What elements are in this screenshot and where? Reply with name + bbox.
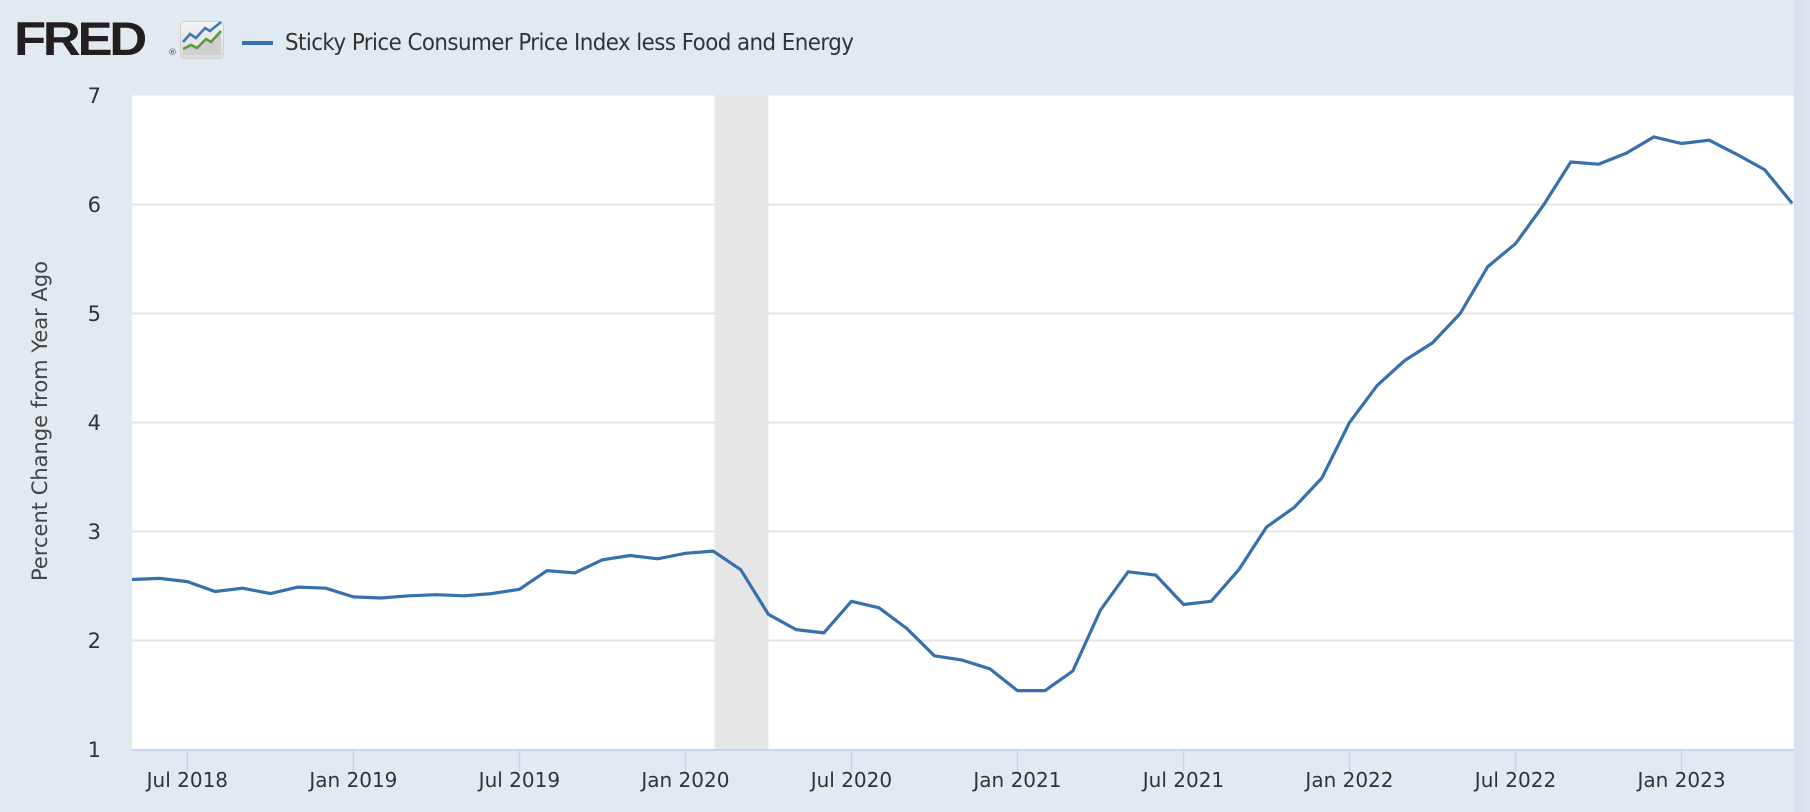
data-point	[684, 552, 687, 555]
data-point	[767, 613, 770, 616]
x-tick-label: Jul 2020	[809, 768, 892, 792]
data-point	[1597, 163, 1600, 166]
data-point	[407, 594, 410, 597]
x-tick-label: Jan 2021	[971, 768, 1061, 792]
data-point	[601, 558, 604, 561]
y-tick-label: 7	[88, 84, 101, 108]
data-point	[1348, 421, 1351, 424]
data-point	[1625, 152, 1628, 155]
data-point	[1016, 689, 1019, 692]
data-point	[1403, 359, 1406, 362]
series-line	[131, 135, 1794, 693]
data-point	[933, 654, 936, 657]
data-point	[1542, 204, 1545, 207]
data-point	[905, 627, 908, 630]
data-point	[988, 667, 991, 670]
data-point	[961, 659, 964, 662]
data-point	[131, 578, 134, 581]
fred-logo[interactable]: FRED	[14, 12, 147, 65]
data-point	[1514, 242, 1517, 245]
data-point	[1763, 168, 1766, 171]
y-tick-label: 3	[88, 520, 101, 544]
y-tick-label: 6	[88, 193, 101, 217]
data-point	[1431, 341, 1434, 344]
data-point	[380, 596, 383, 599]
data-point	[214, 590, 217, 593]
data-point	[795, 628, 798, 631]
x-tick-label: Jan 2022	[1303, 768, 1393, 792]
data-point	[1320, 477, 1323, 480]
data-point	[1127, 570, 1130, 573]
x-tick-label: Jul 2019	[477, 768, 560, 792]
right-edge-shadow	[1794, 0, 1810, 812]
series-group	[131, 135, 1794, 693]
x-tick-label: Jan 2020	[639, 768, 729, 792]
data-point	[518, 588, 521, 591]
data-point	[1154, 574, 1157, 577]
y-tick-label: 5	[88, 302, 101, 326]
data-point	[1680, 142, 1683, 145]
y-tick-label: 1	[88, 738, 101, 762]
logo-text: FRED	[14, 12, 147, 65]
data-point	[739, 568, 742, 571]
data-point	[1099, 608, 1102, 611]
data-point	[1791, 202, 1794, 205]
x-tick-label: Jan 2019	[307, 768, 397, 792]
x-tick-label: Jan 2023	[1635, 768, 1725, 792]
data-point	[546, 569, 549, 572]
data-point	[1210, 600, 1213, 603]
x-axis-ticks: Jul 2018 Jan 2019 Jul 2019 Jan 2020 Jul 2020…	[145, 750, 1726, 792]
y-tick-label: 4	[88, 411, 101, 435]
data-point	[1708, 139, 1711, 142]
data-point	[629, 554, 632, 557]
y-axis-ticks: 1 2 3 4 5 6 7	[88, 84, 101, 762]
x-tick-label: Jul 2021	[1141, 768, 1224, 792]
data-point	[1071, 670, 1074, 673]
data-point	[1293, 506, 1296, 509]
data-point	[297, 586, 300, 589]
data-point	[1265, 526, 1268, 529]
data-point	[241, 587, 244, 590]
data-point	[435, 593, 438, 596]
gridlines	[132, 203, 1794, 642]
registered-mark: ®	[168, 48, 177, 58]
data-point	[1486, 265, 1489, 268]
data-point	[712, 550, 715, 553]
data-point	[490, 592, 493, 595]
data-point	[878, 606, 881, 609]
legend[interactable]: Sticky Price Consumer Price Index less F…	[242, 23, 896, 63]
data-point	[158, 577, 161, 580]
legend-swatch	[242, 41, 273, 45]
data-point	[269, 592, 272, 595]
data-point	[186, 580, 189, 583]
data-point	[324, 587, 327, 590]
data-point	[850, 600, 853, 603]
legend-label: Sticky Price Consumer Price Index less F…	[285, 30, 854, 56]
y-tick-label: 2	[88, 629, 101, 653]
data-point	[352, 595, 355, 598]
line-chart-icon	[180, 21, 224, 59]
data-point	[573, 571, 576, 574]
data-point	[1569, 160, 1572, 163]
data-point	[1376, 384, 1379, 387]
data-point	[1237, 568, 1240, 571]
x-tick-label: Jul 2018	[145, 768, 228, 792]
data-point	[1459, 312, 1462, 315]
data-point	[1182, 603, 1185, 606]
data-point	[822, 631, 825, 634]
data-point	[1735, 153, 1738, 156]
data-point	[656, 557, 659, 560]
data-point	[463, 594, 466, 597]
data-point	[1652, 135, 1655, 138]
x-tick-label: Jul 2022	[1473, 768, 1556, 792]
data-point	[1044, 689, 1047, 692]
